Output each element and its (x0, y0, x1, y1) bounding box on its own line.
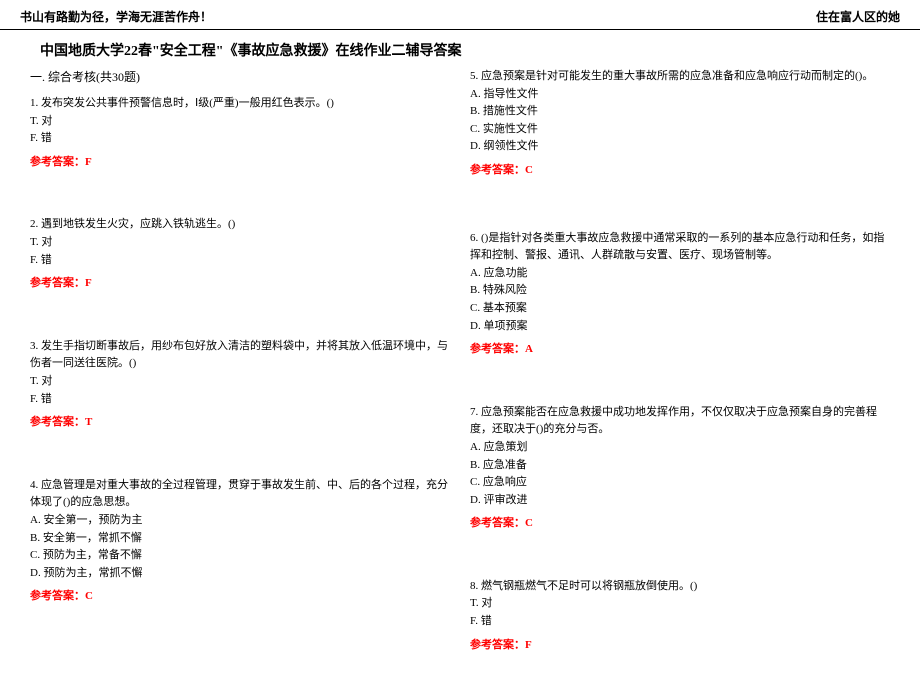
answer-line: 参考答案：F (30, 275, 450, 293)
option: C. 预防为主，常备不懈 (30, 547, 450, 565)
question-block: 8. 燃气钢瓶燃气不足时可以将钢瓶放倒使用。() T. 对 F. 错 参考答案：… (470, 578, 890, 654)
section-header: 一. 综合考核(共30题) (30, 68, 450, 85)
question-block: 6. ()是指针对各类重大事故应急救援中通常采取的一系列的基本应急行动和任务，如… (470, 230, 890, 359)
option: T. 对 (30, 113, 450, 131)
question-text: 7. 应急预案能否在应急救援中成功地发挥作用，不仅仅取决于应急预案自身的完善程度… (470, 404, 890, 439)
header-left-text: 书山有路勤为径，学海无涯苦作舟！ (20, 8, 212, 25)
question-text: 8. 燃气钢瓶燃气不足时可以将钢瓶放倒使用。() (470, 578, 890, 596)
right-column: 5. 应急预案是针对可能发生的重大事故所需的应急准备和应急响应行动而制定的()。… (460, 68, 900, 699)
option: D. 单项预案 (470, 318, 890, 336)
answer-line: 参考答案：F (30, 154, 450, 172)
question-block: 4. 应急管理是对重大事故的全过程管理，贯穿于事故发生前、中、后的各个过程，充分… (30, 477, 450, 606)
left-column: 一. 综合考核(共30题) 1. 发布突发公共事件预警信息时，Ⅰ级(严重)一般用… (20, 68, 460, 699)
option: C. 基本预案 (470, 300, 890, 318)
answer-line: 参考答案：C (470, 515, 890, 533)
option: B. 措施性文件 (470, 103, 890, 121)
answer-line: 参考答案：A (470, 341, 890, 359)
option: A. 应急策划 (470, 439, 890, 457)
question-text: 1. 发布突发公共事件预警信息时，Ⅰ级(严重)一般用红色表示。() (30, 95, 450, 113)
question-text: 2. 遇到地铁发生火灾，应跳入铁轨逃生。() (30, 216, 450, 234)
option: B. 安全第一，常抓不懈 (30, 530, 450, 548)
question-text: 4. 应急管理是对重大事故的全过程管理，贯穿于事故发生前、中、后的各个过程，充分… (30, 477, 450, 512)
option: T. 对 (470, 595, 890, 613)
answer-line: 参考答案：C (30, 588, 450, 606)
content-area: 一. 综合考核(共30题) 1. 发布突发公共事件预警信息时，Ⅰ级(严重)一般用… (0, 68, 920, 699)
question-text: 6. ()是指针对各类重大事故应急救援中通常采取的一系列的基本应急行动和任务，如… (470, 230, 890, 265)
question-block: 2. 遇到地铁发生火灾，应跳入铁轨逃生。() T. 对 F. 错 参考答案：F (30, 216, 450, 292)
option: C. 实施性文件 (470, 121, 890, 139)
answer-line: 参考答案：C (470, 162, 890, 180)
option: D. 纲领性文件 (470, 138, 890, 156)
option: F. 错 (30, 391, 450, 409)
header-right-text: 住在富人区的她 (816, 8, 900, 25)
question-block: 7. 应急预案能否在应急救援中成功地发挥作用，不仅仅取决于应急预案自身的完善程度… (470, 404, 890, 533)
question-block: 5. 应急预案是针对可能发生的重大事故所需的应急准备和应急响应行动而制定的()。… (470, 68, 890, 180)
option: F. 错 (30, 252, 450, 270)
question-text: 3. 发生手指切断事故后，用纱布包好放入清洁的塑料袋中，并将其放入低温环境中，与… (30, 338, 450, 373)
answer-line: 参考答案：T (30, 414, 450, 432)
option: A. 指导性文件 (470, 86, 890, 104)
option: T. 对 (30, 234, 450, 252)
option: B. 应急准备 (470, 457, 890, 475)
option: D. 预防为主，常抓不懈 (30, 565, 450, 583)
page-title: 中国地质大学22春"安全工程"《事故应急救援》在线作业二辅导答案 (0, 30, 920, 68)
option: F. 错 (470, 613, 890, 631)
option: B. 特殊风险 (470, 282, 890, 300)
question-block: 1. 发布突发公共事件预警信息时，Ⅰ级(严重)一般用红色表示。() T. 对 F… (30, 95, 450, 171)
option: F. 错 (30, 130, 450, 148)
question-text: 5. 应急预案是针对可能发生的重大事故所需的应急准备和应急响应行动而制定的()。 (470, 68, 890, 86)
option: T. 对 (30, 373, 450, 391)
option: C. 应急响应 (470, 474, 890, 492)
question-block: 3. 发生手指切断事故后，用纱布包好放入清洁的塑料袋中，并将其放入低温环境中，与… (30, 338, 450, 432)
answer-line: 参考答案：F (470, 637, 890, 655)
option: A. 应急功能 (470, 265, 890, 283)
option: D. 评审改进 (470, 492, 890, 510)
option: A. 安全第一，预防为主 (30, 512, 450, 530)
